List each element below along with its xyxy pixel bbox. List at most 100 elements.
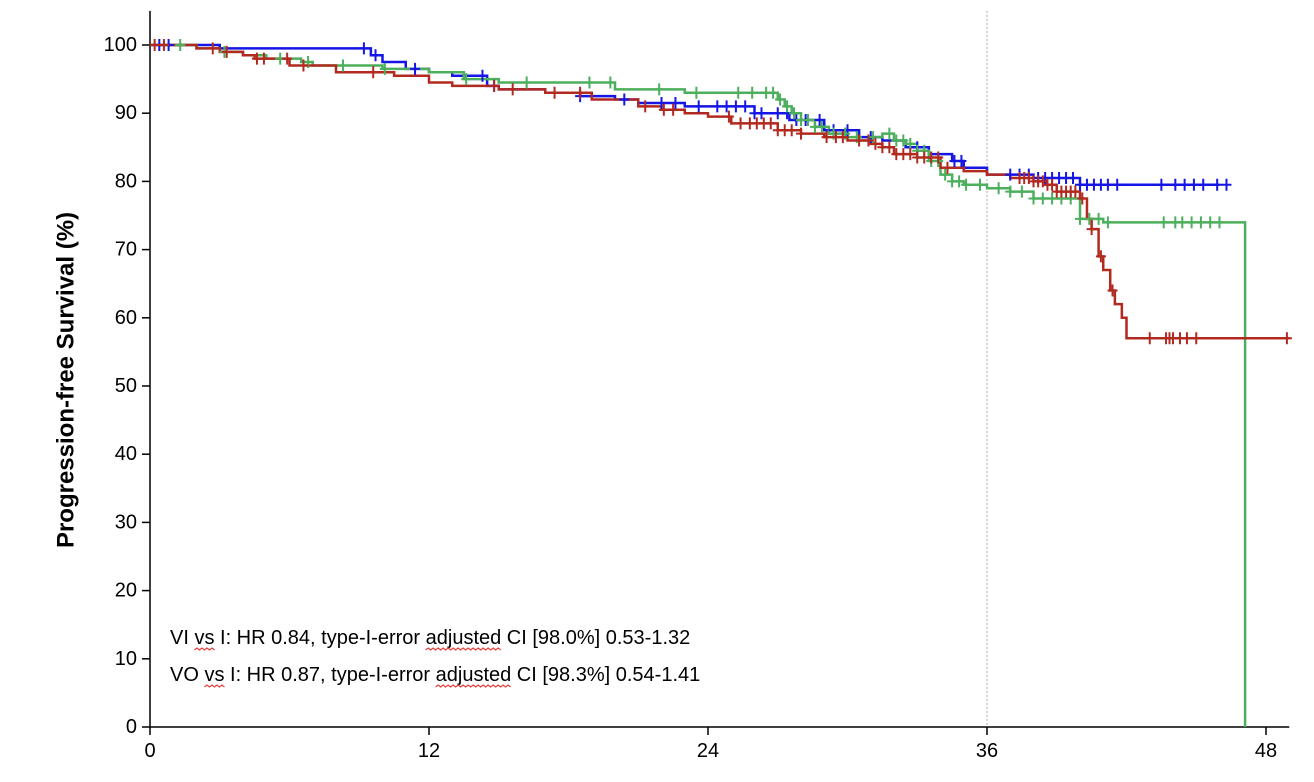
censor-mark-red (837, 131, 848, 144)
censor-mark-red (723, 110, 734, 123)
spellcheck-underline (425, 647, 501, 651)
censor-mark-green (1102, 216, 1113, 229)
censor-mark-green (733, 86, 744, 99)
y-tick-label: 60 (115, 307, 137, 329)
censor-mark-red (1144, 332, 1155, 345)
censor-mark-blue (1005, 168, 1016, 181)
censor-mark-green (521, 76, 532, 89)
censor-mark-green (1084, 212, 1095, 225)
censor-mark-blue (1102, 178, 1113, 191)
y-tick-label: 10 (115, 648, 137, 670)
censor-mark-red (870, 137, 881, 150)
y-tick-label: 70 (115, 239, 137, 261)
censor-mark-red (258, 52, 269, 65)
censor-mark-blue (1198, 178, 1209, 191)
y-tick-label: 40 (115, 443, 137, 465)
censor-mark-green (1158, 216, 1169, 229)
censor-mark-blue (656, 96, 667, 109)
censor-mark-green (775, 93, 786, 106)
censor-mark-red (821, 131, 832, 144)
censor-mark-blue (956, 154, 967, 167)
y-tick-label: 30 (115, 511, 137, 533)
censor-mark-blue (410, 62, 421, 75)
censor-mark-blue (1188, 178, 1199, 191)
censor-mark-red (507, 83, 518, 96)
censor-mark-red (298, 59, 309, 72)
curve-blue (150, 43, 1220, 187)
censor-mark-green (605, 76, 616, 89)
censor-mark-green (1075, 212, 1085, 225)
censor-mark-blue (1221, 178, 1232, 191)
y-axis-label: Progression-free Survival (%) (52, 212, 79, 548)
annotation-vo-vs-i: VO vs I: HR 0.87, type-I-error adjusted … (170, 664, 700, 686)
censor-mark-red (549, 86, 560, 99)
spellcheck-underlines (194, 647, 511, 688)
censor-mark-blue (1212, 178, 1223, 191)
y-tick-label: 50 (115, 375, 137, 397)
censor-mark-blue (1068, 171, 1079, 184)
censor-mark-blue (756, 107, 767, 120)
censor-mark-blue (693, 100, 704, 113)
censor-mark-red (1281, 332, 1292, 345)
censor-mark-green (802, 114, 813, 127)
censor-mark-green (1186, 216, 1197, 229)
censor-mark-red (640, 100, 651, 113)
y-tick-label: 20 (115, 580, 137, 602)
censor-mark-green (816, 120, 827, 133)
censor-mark-blue (1170, 178, 1181, 191)
censor-mark-red (1107, 284, 1118, 297)
censor-mark-red (1077, 192, 1088, 205)
x-tick-label: 12 (418, 740, 440, 762)
censor-mark-blue (358, 42, 369, 55)
censor-mark-red (1086, 223, 1097, 236)
censor-mark-green (1195, 216, 1206, 229)
censor-mark-red (1181, 332, 1192, 345)
censor-mark-blue (1179, 178, 1190, 191)
censor-mark-red (735, 117, 746, 130)
censor-mark-green (782, 100, 793, 113)
censor-mark-green (461, 73, 472, 86)
censor-mark-red (1191, 332, 1202, 345)
censor-mark-red (668, 103, 679, 116)
censor-marks (149, 39, 1292, 345)
censor-mark-green (1047, 192, 1058, 205)
y-tick-label: 0 (126, 716, 137, 738)
censor-mark-blue (370, 49, 381, 62)
y-tick-label: 90 (115, 102, 137, 124)
censor-mark-green (175, 39, 186, 51)
curve-red (150, 43, 1290, 340)
censor-mark-green (379, 62, 390, 75)
curve-green (150, 43, 1247, 727)
y-tick-label: 100 (104, 34, 137, 56)
censor-mark-green (768, 86, 779, 99)
survival-curves (150, 43, 1290, 727)
censor-mark-red (905, 148, 916, 161)
spellcheck-underline (204, 684, 225, 688)
censor-mark-red (368, 66, 379, 79)
censor-mark-blue (477, 69, 488, 82)
spellcheck-underline (435, 684, 511, 688)
x-tick-label: 24 (697, 740, 719, 762)
censor-mark-red (221, 45, 232, 58)
x-tick-label: 36 (976, 740, 998, 762)
censor-mark-blue (1112, 178, 1123, 191)
censor-mark-blue (619, 93, 630, 106)
censor-mark-red (884, 141, 895, 154)
censor-mark-red (575, 86, 586, 99)
censor-mark-green (1093, 212, 1104, 225)
spellcheck-underline (194, 647, 215, 651)
censor-mark-red (658, 103, 669, 116)
censor-mark-green (961, 178, 972, 191)
censor-mark-blue (772, 107, 783, 120)
censor-mark-green (584, 76, 595, 89)
chart-axes: 0 10 20 30 40 50 60 70 80 90 100 0 12 24 36 48 (104, 10, 1290, 762)
censor-mark-green (337, 59, 348, 72)
censor-mark-red (942, 161, 953, 174)
censor-mark-red (765, 117, 776, 130)
censor-mark-red (489, 79, 500, 92)
censor-mark-red (1047, 178, 1058, 191)
censor-mark-blue (670, 96, 681, 109)
censor-mark-green (654, 83, 665, 96)
annotation-vi-vs-i: VI vs I: HR 0.84, type-I-error adjusted … (170, 627, 690, 649)
censor-mark-red (933, 151, 944, 164)
